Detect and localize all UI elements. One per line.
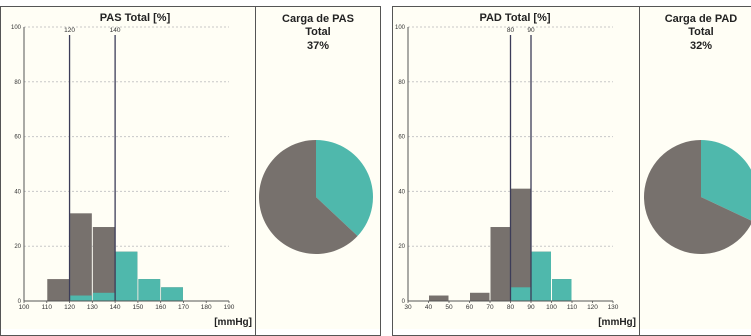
pad-x-tick-label: 100 — [546, 304, 557, 311]
pad-pie — [644, 140, 751, 254]
pas-bar-above-threshold — [92, 292, 115, 301]
pas-y-tick-label: 40 — [14, 189, 21, 195]
pas-histogram-title: PAS Total [%] — [99, 12, 171, 24]
pad-x-tick-label: 80 — [507, 304, 515, 311]
pad-x-tick-label: 70 — [486, 304, 494, 311]
pad-bar — [429, 295, 449, 301]
pas-x-axis-label: [mmHg] — [214, 317, 252, 328]
pad-x-tick-label: 30 — [404, 304, 412, 311]
pad-histogram: 0 20 40 60 80 100 80 90 30 40 50 60 70 80 90 100 110 120 1… — [395, 25, 636, 328]
pas-x-tick-label: 170 — [178, 304, 189, 311]
pad-bar-above-threshold — [552, 279, 572, 301]
pad-y-tick-label: 80 — [398, 80, 405, 86]
pas-bar — [47, 279, 70, 301]
pas-x-tick-label: 190 — [224, 304, 235, 311]
pas-bar-above-threshold — [161, 287, 183, 301]
pad-pie-title-line2: Total — [688, 26, 714, 38]
pad-threshold-label: 90 — [527, 27, 535, 34]
pad-x-tick-label: 40 — [425, 304, 433, 311]
pad-x-tick-label: 120 — [587, 304, 598, 311]
pad-bar — [490, 227, 510, 301]
pas-x-tick-label: 150 — [132, 304, 143, 311]
pad-x-tick-label: 110 — [567, 304, 578, 311]
pas-bar — [70, 213, 92, 301]
pas-bar-above-threshold — [115, 251, 138, 301]
pad-x-axis-label: [mmHg] — [598, 317, 636, 328]
pad-y-tick-label: 0 — [402, 299, 406, 305]
pas-x-tick-label: 180 — [201, 304, 212, 311]
pad-y-tick-label: 40 — [398, 189, 405, 195]
pas-pie-slice-0 — [316, 140, 373, 237]
pad-bar-above-threshold — [511, 287, 531, 301]
pas-x-tick-label: 160 — [155, 304, 166, 311]
pad-pie-slice-1 — [644, 140, 751, 254]
pas-y-tick-label: 100 — [11, 25, 22, 31]
pas-histogram: 0 20 40 60 80 100 120 140 100 110 120 130 140 150 160 1… — [11, 25, 252, 328]
pas-threshold-label: 140 — [110, 27, 121, 34]
pad-histogram-title: PAD Total [%] — [479, 12, 551, 24]
pas-x-tick-label: 110 — [42, 304, 53, 311]
pad-x-tick-label: 90 — [527, 304, 535, 311]
pas-pie-slice-1 — [259, 140, 358, 254]
pad-pie-slice-0 — [701, 140, 751, 221]
pad-threshold-label: 80 — [507, 27, 515, 34]
pas-bar-above-threshold — [70, 295, 92, 301]
pad-bar — [511, 188, 531, 301]
pad-bar-above-threshold — [531, 251, 551, 301]
pas-x-tick-label: 120 — [64, 304, 75, 311]
pad-x-tick-label: 130 — [608, 304, 619, 311]
pad-bar — [470, 292, 490, 301]
pas-bar — [92, 227, 115, 301]
pas-y-tick-label: 60 — [14, 135, 21, 141]
pas-threshold-label: 120 — [64, 27, 75, 34]
pad-y-tick-label: 60 — [398, 135, 405, 141]
pad-pie-title-line1: Carga de PAD — [664, 13, 738, 25]
pas-pie-title-line1: Carga de PAS — [282, 13, 354, 25]
pad-x-tick-label: 60 — [466, 304, 474, 311]
pas-pie-title-line2: Total — [305, 26, 331, 38]
pas-y-tick-label: 80 — [14, 80, 21, 86]
pas-x-tick-label: 140 — [110, 304, 121, 311]
pad-y-tick-label: 20 — [398, 244, 405, 250]
pad-x-tick-label: 50 — [445, 304, 453, 311]
pad-pie-value: 32% — [689, 40, 713, 52]
pas-x-tick-label: 130 — [87, 304, 98, 311]
pad-y-tick-label: 100 — [395, 25, 406, 31]
pas-y-tick-label: 20 — [14, 244, 21, 250]
pas-pie-value: 37% — [306, 40, 330, 52]
pas-x-tick-label: 100 — [19, 304, 30, 311]
pas-bar-above-threshold — [138, 279, 161, 301]
pas-pie — [259, 140, 373, 254]
pas-y-tick-label: 0 — [18, 299, 22, 305]
